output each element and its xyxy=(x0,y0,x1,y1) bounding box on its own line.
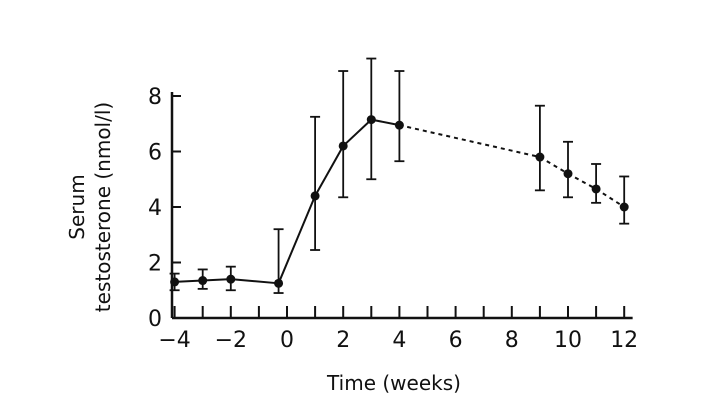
axes: 0 2 4 6 8 −4 −2 0 2 4 6 8 10 12 xyxy=(148,85,638,353)
x-tick-label: −2 xyxy=(215,328,247,353)
data-point xyxy=(170,277,180,287)
series-dashed-segment xyxy=(539,156,569,175)
data-point xyxy=(619,202,629,212)
x-tick-label: 4 xyxy=(392,328,406,353)
data-point xyxy=(394,120,404,130)
series-line-segment xyxy=(174,279,203,283)
data-point xyxy=(535,152,545,162)
series-layer xyxy=(169,57,630,294)
data-point xyxy=(310,191,320,201)
y-tick-label: 2 xyxy=(148,252,162,277)
series-line-segment xyxy=(230,278,279,285)
data-point xyxy=(274,278,284,288)
y-axis-title-line1: Serum xyxy=(65,174,89,239)
series-line-segment xyxy=(202,278,231,282)
series-dashed-segment xyxy=(567,172,597,190)
x-tick-label: −4 xyxy=(158,328,190,353)
data-point xyxy=(226,274,236,284)
data-point xyxy=(338,141,348,151)
x-tick-label: 2 xyxy=(336,328,350,353)
data-point xyxy=(366,115,376,125)
y-tick-label: 4 xyxy=(148,196,162,221)
y-tick-label: 0 xyxy=(148,307,162,332)
y-axis-title-line2: testosterone (nmol/l) xyxy=(91,102,115,312)
x-tick-label: 6 xyxy=(449,328,463,353)
series-dashed-segment xyxy=(399,124,541,159)
x-tick-label: 10 xyxy=(554,328,582,353)
data-point xyxy=(563,169,573,179)
x-tick-label: 12 xyxy=(610,328,638,353)
x-axis-title: Time (weeks) xyxy=(326,371,461,395)
data-point xyxy=(198,276,208,286)
series-line-segment xyxy=(277,195,317,284)
x-tick-label: 8 xyxy=(505,328,519,353)
series-dashed-segment xyxy=(595,188,625,208)
data-point xyxy=(591,184,601,194)
y-tick-label: 8 xyxy=(148,85,162,110)
series-line-segment xyxy=(342,118,372,147)
x-tick-label: 0 xyxy=(280,328,294,353)
series-line-segment xyxy=(314,145,345,197)
series-line-segment xyxy=(371,118,400,127)
y-tick-label: 6 xyxy=(148,141,162,166)
